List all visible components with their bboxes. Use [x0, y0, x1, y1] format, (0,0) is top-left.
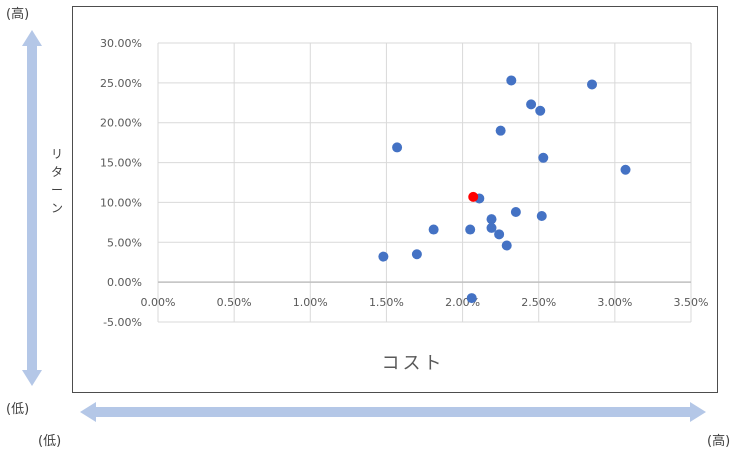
data-point — [587, 79, 598, 90]
x-tick-label: 0.00% — [141, 296, 176, 309]
x-tick-label: 1.50% — [369, 296, 404, 309]
data-point — [526, 99, 537, 110]
data-point — [538, 152, 549, 163]
y-high-label: (高) — [6, 7, 30, 22]
data-point — [494, 229, 505, 240]
data-point — [411, 249, 422, 260]
chart-frame: 30.00% 25.00% 20.00% 15.00% 10.00% 5.00% 0.00%… — [72, 6, 718, 393]
tick-labels: 30.00% 25.00% 20.00% 15.00% 10.00% 5.00% 0.00%… — [100, 37, 708, 329]
data-point — [486, 214, 497, 225]
y-title-char: ン — [50, 201, 63, 215]
data-point — [510, 206, 521, 217]
x-low-label: (低) — [38, 434, 62, 449]
y-title-char: リ — [50, 147, 63, 161]
x-tick-label: 0.50% — [217, 296, 252, 309]
x-axis-title: コスト — [382, 353, 445, 374]
y-tick-label: 20.00% — [100, 117, 142, 130]
data-point — [535, 105, 546, 116]
data-points — [378, 75, 631, 304]
data-point — [620, 164, 631, 175]
y-tick-label: 5.00% — [107, 236, 142, 249]
highlight-point — [468, 191, 479, 202]
x-tick-label: 2.50% — [521, 296, 556, 309]
data-point — [495, 125, 506, 136]
x-high-label: (高) — [707, 434, 731, 449]
y-tick-label: 25.00% — [100, 77, 142, 90]
y-tick-label: 0.00% — [107, 276, 142, 289]
y-low-label: (低) — [6, 402, 30, 417]
data-point — [486, 222, 497, 233]
y-tick-label: 30.00% — [100, 37, 142, 50]
y-tick-label: 10.00% — [100, 196, 142, 209]
x-tick-label: 1.00% — [293, 296, 328, 309]
data-point — [378, 251, 389, 262]
data-point — [465, 224, 476, 235]
horizontal-arrow-shape — [80, 402, 706, 422]
y-tick-label: 15.00% — [100, 157, 142, 170]
y-title-char: タ — [50, 165, 63, 179]
vertical-double-arrow — [22, 30, 42, 386]
data-point — [428, 224, 439, 235]
x-tick-label: 3.00% — [597, 296, 632, 309]
gridlines — [157, 42, 692, 323]
data-point — [501, 240, 512, 251]
scatter-chart: 30.00% 25.00% 20.00% 15.00% 10.00% 5.00% 0.00%… — [100, 37, 708, 374]
data-point — [536, 210, 547, 221]
x-tick-label: 3.50% — [674, 296, 709, 309]
y-title-char: ー — [50, 183, 63, 197]
data-point — [506, 75, 517, 86]
y-tick-label: -5.00% — [103, 316, 142, 329]
data-point — [466, 293, 477, 304]
data-point — [392, 142, 403, 153]
y-axis-title: リ タ ー ン — [50, 145, 64, 217]
vertical-arrow-shape — [22, 30, 42, 386]
horizontal-double-arrow — [80, 402, 706, 422]
